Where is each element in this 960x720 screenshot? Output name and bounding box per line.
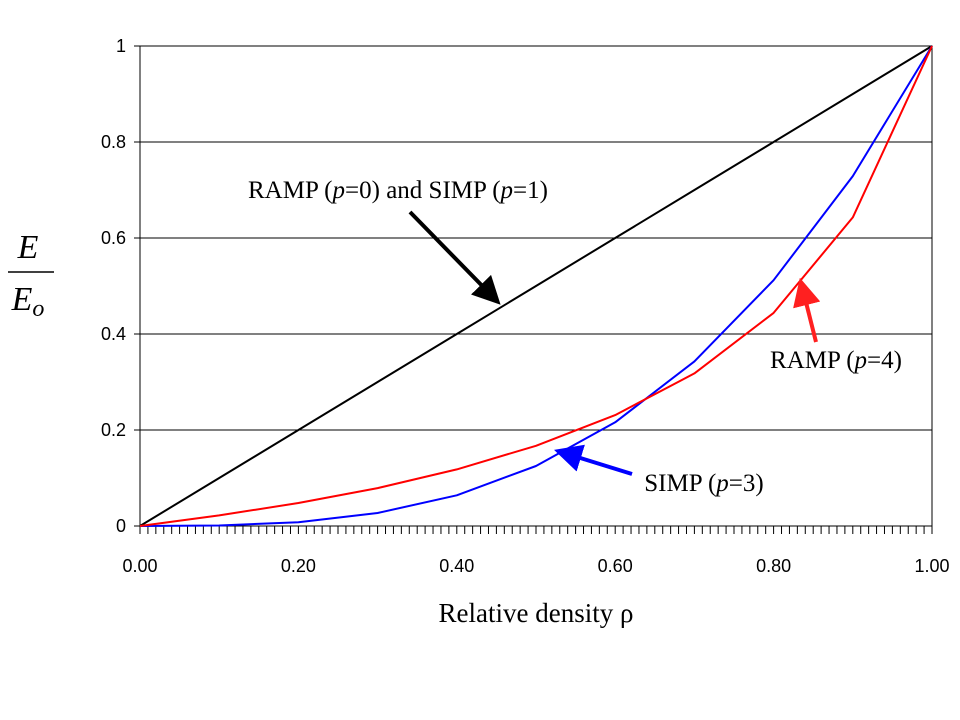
y-tick-label-4: 0.8 bbox=[101, 132, 126, 152]
x-tick-label-4: 0.80 bbox=[756, 556, 791, 576]
x-tick-label-5: 1.00 bbox=[914, 556, 949, 576]
y-axis-label-numerator: E bbox=[17, 229, 39, 266]
annotation-arrow-linear bbox=[408, 210, 501, 305]
y-tick-label-5: 1 bbox=[116, 36, 126, 56]
y-tick-label-0: 0 bbox=[116, 516, 126, 536]
series-line-simp3 bbox=[139, 45, 933, 527]
annotation-arrow-simp3 bbox=[554, 444, 633, 476]
x-axis-label: Relative density ρ bbox=[439, 598, 634, 628]
annotations: RAMP (p=0) and SIMP (p=1) RAMP (p=4) SIMP … bbox=[248, 177, 902, 497]
y-tick-label-3: 0.6 bbox=[101, 228, 126, 248]
series-line-linear bbox=[139, 45, 933, 527]
x-minor-ticks bbox=[139, 526, 933, 534]
x-tick-label-2: 0.40 bbox=[439, 556, 474, 576]
y-axis-label: E Eo bbox=[8, 229, 54, 322]
annotation-arrow-ramp4 bbox=[793, 277, 821, 343]
annotation-label-ramp4: RAMP (p=4) bbox=[770, 347, 902, 374]
y-tick-labels: 0 0.2 0.4 0.6 0.8 1 bbox=[101, 36, 140, 536]
series-lines bbox=[139, 45, 933, 527]
x-tick-label-0: 0.00 bbox=[122, 556, 157, 576]
x-tick-labels: 0.00 0.20 0.40 0.60 0.80 1.00 bbox=[122, 556, 949, 576]
annotation-label-simp3: SIMP (p=3) bbox=[644, 470, 763, 497]
x-tick-label-1: 0.20 bbox=[281, 556, 316, 576]
annotation-label-linear: RAMP (p=0) and SIMP (p=1) bbox=[248, 177, 548, 204]
y-tick-label-1: 0.2 bbox=[101, 420, 126, 440]
x-tick-label-3: 0.60 bbox=[598, 556, 633, 576]
y-tick-label-2: 0.4 bbox=[101, 324, 126, 344]
y-axis-label-denominator: Eo bbox=[11, 281, 45, 322]
